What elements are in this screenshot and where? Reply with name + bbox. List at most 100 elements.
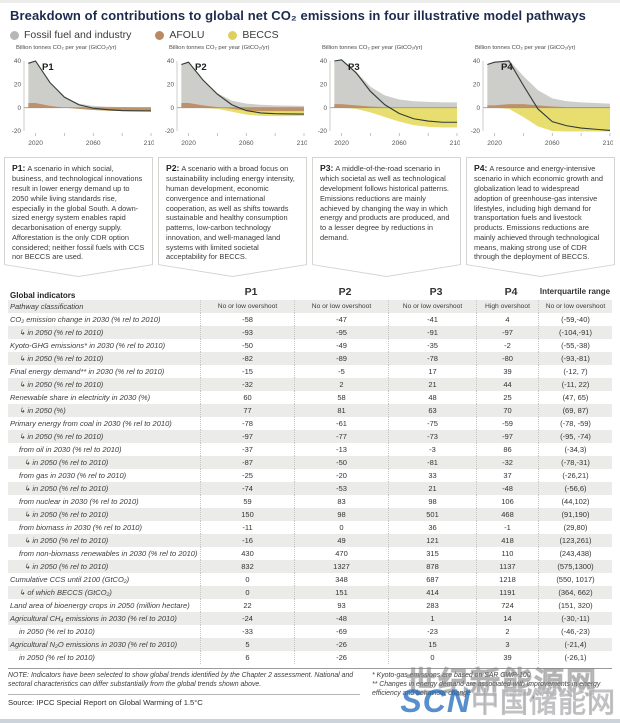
p2-afolu-area	[181, 103, 304, 112]
chart-p1: 40 20 0 -20 2020 2060 2100 P1	[12, 58, 154, 147]
value-iqr: (-56,6)	[538, 482, 612, 495]
value-p3: 878	[388, 560, 476, 573]
x-tick-label: 2100	[144, 140, 154, 147]
value-p4: 39	[476, 651, 538, 664]
value-p1: -11	[200, 521, 294, 534]
value-p1: -32	[200, 378, 294, 391]
value-p3: 0	[388, 651, 476, 664]
table-row: in 2050 (% rel to 2010) 6 -26 0 39 (-26,1)	[8, 651, 612, 664]
header: Breakdown of contributions to global net…	[0, 3, 620, 41]
value-p3: 48	[388, 391, 476, 404]
y-tick-label: -20	[165, 128, 175, 135]
value-p2: -77	[294, 430, 388, 443]
value-iqr: (29,80)	[538, 521, 612, 534]
value-iqr: (69, 87)	[538, 404, 612, 417]
y-tick-label: 0	[170, 105, 174, 112]
value-p1: 59	[200, 495, 294, 508]
table-row: ↳ in 2050 (% rel to 2010) -87 -50 -81 -32 (-7…	[8, 456, 612, 469]
table-row: ↳ in 2050 (% rel to 2010) -93 -95 -91 -97 (-1…	[8, 326, 612, 339]
footnote-kyoto: * Kyoto-gas emissions are based on SAR G…	[372, 672, 531, 679]
footer-note: NOTE: Indicators have been selected to s…	[8, 672, 354, 688]
value-p4: 2	[476, 625, 538, 638]
row-label: ↳ in 2050 (% rel to 2010)	[24, 562, 109, 571]
row-label: ↳ in 2050 (% rel to 2010)	[19, 380, 104, 389]
p4-fossil-area	[487, 59, 610, 108]
row-label: Agricultural CH₄ emissions in 2030 (% re…	[10, 614, 177, 623]
value-p4: 86	[476, 443, 538, 456]
value-iqr: (364, 662)	[538, 586, 612, 599]
page-title: Breakdown of contributions to global net…	[10, 8, 587, 23]
value-p1: 22	[200, 599, 294, 612]
legend-label-beccs: BECCS	[242, 29, 279, 41]
value-p3: -75	[388, 417, 476, 430]
row-label: from non-biomass renewables in 2030 (% r…	[19, 549, 198, 558]
value-p4: 4	[476, 313, 538, 326]
value-p3: 63	[388, 404, 476, 417]
x-tick-label: 2100	[297, 140, 307, 147]
value-p4: 14	[476, 612, 538, 625]
p4-net-emissions-line	[487, 60, 611, 131]
value-p4: 39	[476, 365, 538, 378]
y-tick-label: -20	[471, 128, 481, 135]
p1-net-emissions-line	[28, 60, 152, 112]
description-text-p1: A scenario in which social, business, an…	[12, 164, 145, 262]
value-p1: -82	[200, 352, 294, 365]
value-p2: 2	[294, 378, 388, 391]
table-row: in 2050 (% rel to 2010) -33 -69 -23 2 (-46,-2…	[8, 625, 612, 638]
value-iqr: (-34,3)	[538, 443, 612, 456]
value-p2: -20	[294, 469, 388, 482]
value-p4: 25	[476, 391, 538, 404]
col-header-global-indicators: Global indicators	[10, 291, 76, 300]
row-label: Final energy demand** in 2030 (% rel to …	[10, 367, 165, 376]
x-tick-label: 2060	[545, 140, 560, 147]
chart-panel-p1: Billion tonnes CO₂ per year (GtCO₂/yr) 4…	[4, 45, 157, 153]
value-p2: -53	[294, 482, 388, 495]
value-p3: -91	[388, 326, 476, 339]
value-p2: -47	[294, 313, 388, 326]
value-p1: -16	[200, 534, 294, 547]
y-tick-label: 20	[14, 82, 22, 89]
value-p2: 0	[294, 521, 388, 534]
x-tick-label: 2060	[86, 140, 101, 147]
value-p1: -93	[200, 326, 294, 339]
value-p1: 832	[200, 560, 294, 573]
chart-p3: 40 20 0 -20 2020 2060 2100 P3	[318, 58, 460, 147]
table-row: ↳ in 2050 (%) 77 81 63 70 (69, 87)	[8, 404, 612, 417]
row-label: Land area of bioenergy crops in 2050 (mi…	[10, 601, 190, 610]
row-label: ↳ in 2050 (% rel to 2010)	[19, 432, 104, 441]
value-p4: 110	[476, 547, 538, 560]
table-row: from oil in 2030 (% rel to 2010) -37 -13 -3…	[8, 443, 612, 456]
row-label: Renewable share in electricity in 2030 (…	[10, 393, 151, 402]
table-row: Primary energy from coal in 2030 (% rel …	[8, 417, 612, 430]
value-p1: 6	[200, 651, 294, 664]
classification-p4: High overshoot	[476, 300, 538, 313]
y-axis-label-p4: Billion tonnes CO₂ per year (GtCO₂/yr)	[475, 45, 576, 51]
description-text-p2: A scenario with a broad focus on sustain…	[166, 164, 295, 262]
row-label: ↳ of which BECCS (GtCO₂)	[19, 588, 112, 597]
beccs-color-dot-icon	[228, 30, 238, 40]
value-p3: 21	[388, 482, 476, 495]
value-p1: 0	[200, 573, 294, 586]
value-p3: -41	[388, 313, 476, 326]
value-p4: 44	[476, 378, 538, 391]
table-row: ↳ in 2050 (% rel to 2010) 832 1327 878 1137(…	[8, 560, 612, 573]
table-row: ↳ in 2050 (% rel to 2010) 150 98 501 468 (91,…	[8, 508, 612, 521]
description-id-p2: P2:	[166, 163, 180, 173]
y-axis-label-p3: Billion tonnes CO₂ per year (GtCO₂/yr)	[322, 45, 423, 51]
value-iqr: (123,261)	[538, 534, 612, 547]
row-label: ↳ in 2050 (%)	[19, 406, 66, 415]
value-p2: -61	[294, 417, 388, 430]
chart-p2: 40 20 0 -20 2020 2060 2100 P2	[165, 58, 307, 147]
value-p4: 418	[476, 534, 538, 547]
pathway-charts: Billion tonnes CO₂ per year (GtCO₂/yr) 4…	[0, 41, 620, 153]
description-id-p3: P3:	[320, 163, 334, 173]
value-p2: 1327	[294, 560, 388, 573]
value-p3: 315	[388, 547, 476, 560]
value-p1: 60	[200, 391, 294, 404]
y-tick-label: 40	[14, 58, 22, 65]
description-box-p2: P2: A scenario with a broad focus on sust…	[158, 157, 307, 277]
value-p3: -23	[388, 625, 476, 638]
value-p3: -3	[388, 443, 476, 456]
p1-fossil-area	[28, 61, 152, 108]
value-p3: 17	[388, 365, 476, 378]
